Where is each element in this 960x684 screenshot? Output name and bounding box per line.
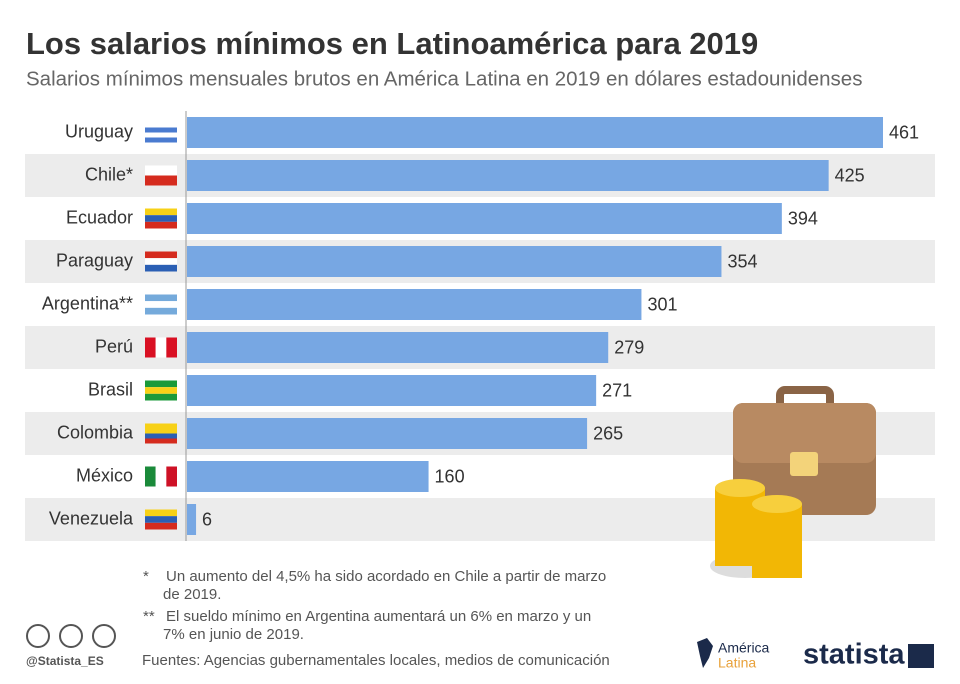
flag-stripe [145, 137, 177, 143]
footnote-text: Un aumento del 4,5% ha sido acordado en … [166, 568, 606, 585]
value-label: 461 [889, 122, 919, 142]
category-label: Chile* [85, 164, 133, 184]
flag-stripe [145, 509, 177, 517]
flag-stripe [145, 438, 177, 444]
category-label: Venezuela [49, 508, 134, 528]
value-label: 6 [202, 509, 212, 529]
category-label: Paraguay [56, 250, 133, 270]
flag-icon [145, 509, 177, 530]
flag-stripe [145, 337, 156, 358]
brand-icon [908, 644, 934, 668]
flag-stripe [166, 337, 177, 358]
value-label: 394 [788, 208, 818, 228]
flag-stripe [145, 264, 177, 272]
footnote-text: de 2019. [163, 586, 221, 603]
flag-stripe [145, 215, 177, 222]
flag-icon [145, 208, 177, 229]
flag-stripe [145, 258, 177, 265]
value-label: 265 [593, 423, 623, 443]
flag-stripe [155, 337, 167, 358]
flag-icon [145, 122, 177, 143]
bar [187, 160, 829, 191]
chart-title: Los salarios mínimos en Latinoamérica pa… [26, 26, 758, 61]
flag-stripe [145, 516, 177, 523]
value-label: 301 [647, 294, 677, 314]
flag-stripe [145, 466, 156, 487]
bar [187, 117, 883, 148]
flag-stripe [145, 208, 177, 216]
category-label: Argentina** [42, 293, 133, 313]
briefcase-icon [710, 386, 876, 578]
flag-stripe [145, 423, 177, 429]
flag-stripe [145, 127, 177, 133]
category-label: Perú [95, 336, 133, 356]
flag-stripe [145, 393, 177, 401]
partner-icon [697, 638, 713, 668]
flag-icon [145, 165, 177, 186]
flag-stripe [145, 380, 177, 388]
handle: @Statista_ES [26, 654, 104, 668]
category-label: Ecuador [66, 207, 133, 227]
category-label: México [76, 465, 133, 485]
category-label: Brasil [88, 379, 133, 399]
footnote-text: El sueldo mínimo en Argentina aumentará … [166, 608, 591, 625]
flag-stripe [145, 251, 177, 259]
flag-stripe [145, 294, 177, 302]
chart-subtitle: Salarios mínimos mensuales brutos en Amé… [26, 67, 862, 90]
category-label: Colombia [57, 422, 134, 442]
flag-icon [145, 380, 177, 401]
partner-logo: América [718, 640, 770, 656]
value-label: 425 [835, 165, 865, 185]
value-label: 354 [727, 251, 757, 271]
flag-icon [145, 466, 177, 487]
bar [187, 203, 782, 234]
flag-icon [145, 251, 177, 272]
footnotes: * Un aumento del 4,5% ha sido acordado en… [143, 568, 606, 643]
flag-stripe [145, 522, 177, 530]
bar [187, 332, 609, 363]
bar [187, 289, 642, 320]
bar [187, 246, 722, 277]
flag-stripe [145, 433, 177, 439]
flag-stripe [145, 132, 177, 138]
flag-stripe [166, 466, 177, 487]
footnote-marker: * [143, 568, 149, 585]
rows: Uruguay 461 Chile* 425 Ecuador 394 Paraguay 354… [25, 117, 935, 541]
bar [187, 418, 588, 449]
value-label: 160 [435, 466, 465, 486]
value-label: 271 [602, 380, 632, 400]
flag-stripe [145, 165, 177, 176]
footnote-text: 7% en junio de 2019. [163, 626, 304, 643]
flag-stripe [145, 175, 177, 186]
flag-icon [145, 294, 177, 315]
source: Fuentes: Agencias gubernamentales locale… [142, 652, 610, 669]
license-icons [26, 624, 116, 648]
flag-icon [145, 337, 177, 358]
flag-stripe [145, 221, 177, 229]
flag-stripe [145, 301, 177, 308]
partner-logo: Latina [718, 655, 756, 671]
bar [187, 461, 429, 492]
flag-stripe [145, 122, 177, 128]
flag-stripe [145, 307, 177, 315]
value-label: 279 [614, 337, 644, 357]
footnote-marker: ** [143, 608, 155, 625]
flag-stripe [155, 466, 167, 487]
bar [187, 375, 597, 406]
category-label: Uruguay [65, 121, 133, 141]
bar [187, 504, 197, 535]
flag-stripe [145, 428, 177, 434]
brand-logo: statista [803, 639, 905, 671]
flag-stripe [145, 387, 177, 394]
flag-icon [145, 423, 177, 444]
